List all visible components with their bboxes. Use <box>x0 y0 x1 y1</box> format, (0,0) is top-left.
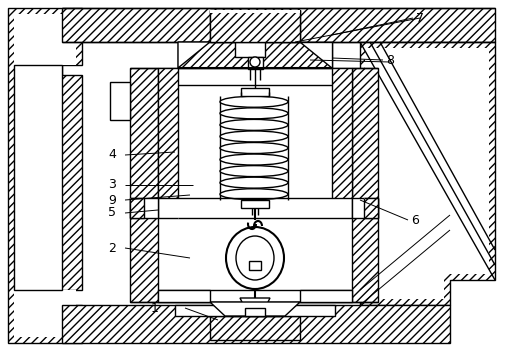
Polygon shape <box>130 198 144 218</box>
Bar <box>210 10 299 13</box>
Polygon shape <box>299 290 351 302</box>
Text: 2: 2 <box>108 241 116 254</box>
Ellipse shape <box>219 119 288 130</box>
Text: 4: 4 <box>108 148 116 161</box>
Polygon shape <box>364 48 488 299</box>
Ellipse shape <box>225 227 284 289</box>
Bar <box>235 42 265 57</box>
Polygon shape <box>158 68 351 302</box>
Polygon shape <box>62 305 449 343</box>
Ellipse shape <box>219 189 288 200</box>
Polygon shape <box>158 290 210 302</box>
Text: 9: 9 <box>108 193 116 206</box>
Bar <box>244 308 265 316</box>
Polygon shape <box>210 10 299 42</box>
Polygon shape <box>14 14 76 337</box>
Bar <box>241 88 268 96</box>
Bar <box>241 200 268 208</box>
Ellipse shape <box>236 236 273 280</box>
Text: 3: 3 <box>108 179 116 192</box>
Polygon shape <box>210 10 299 42</box>
Polygon shape <box>110 82 130 120</box>
Circle shape <box>249 57 260 67</box>
Polygon shape <box>62 8 494 42</box>
Ellipse shape <box>219 131 288 142</box>
Polygon shape <box>14 65 62 290</box>
Bar <box>247 57 263 69</box>
Bar <box>248 261 261 270</box>
Polygon shape <box>359 42 494 305</box>
Polygon shape <box>351 68 377 302</box>
Polygon shape <box>331 68 351 198</box>
Bar <box>230 308 279 316</box>
Text: 8: 8 <box>385 53 393 66</box>
Polygon shape <box>175 305 334 316</box>
Ellipse shape <box>219 108 288 119</box>
Text: 6: 6 <box>410 213 418 226</box>
Polygon shape <box>351 198 377 218</box>
Text: 7: 7 <box>415 12 423 25</box>
Ellipse shape <box>219 154 288 165</box>
Polygon shape <box>8 8 82 343</box>
Polygon shape <box>158 68 178 198</box>
Polygon shape <box>130 198 158 218</box>
Polygon shape <box>299 42 331 68</box>
Polygon shape <box>240 298 269 308</box>
Polygon shape <box>210 302 299 316</box>
Polygon shape <box>210 316 299 340</box>
Polygon shape <box>178 42 210 68</box>
Ellipse shape <box>219 166 288 177</box>
Ellipse shape <box>219 143 288 153</box>
Polygon shape <box>178 42 331 68</box>
Ellipse shape <box>219 177 288 188</box>
Polygon shape <box>363 198 377 218</box>
Ellipse shape <box>219 96 288 107</box>
Text: 1: 1 <box>151 302 159 314</box>
Text: 5: 5 <box>108 206 116 219</box>
Polygon shape <box>130 68 158 302</box>
